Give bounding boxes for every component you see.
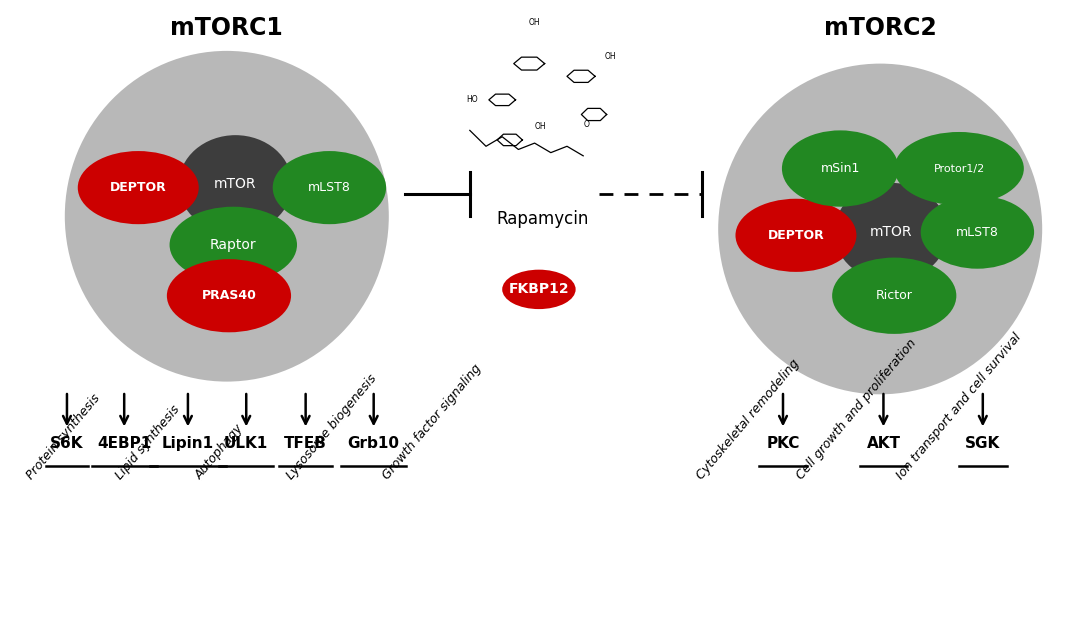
Text: mLST8: mLST8: [308, 181, 351, 194]
Ellipse shape: [78, 151, 199, 224]
Ellipse shape: [502, 270, 576, 309]
Ellipse shape: [920, 196, 1034, 268]
Text: Ion transport and cell survival: Ion transport and cell survival: [894, 331, 1024, 482]
Text: 4EBP1: 4EBP1: [97, 436, 151, 451]
Ellipse shape: [272, 151, 387, 224]
Text: Lysosome biogenesis: Lysosome biogenesis: [284, 372, 379, 482]
Text: Autophagy: Autophagy: [192, 422, 245, 482]
Ellipse shape: [179, 135, 292, 234]
Text: TFEB: TFEB: [284, 436, 327, 451]
Text: OH: OH: [529, 18, 540, 27]
Ellipse shape: [170, 207, 297, 283]
Ellipse shape: [735, 198, 856, 272]
Text: S6K: S6K: [50, 436, 84, 451]
Text: OH: OH: [605, 52, 617, 61]
Ellipse shape: [834, 183, 948, 281]
Text: mSin1: mSin1: [821, 162, 860, 175]
Text: mTOR: mTOR: [214, 177, 257, 191]
Text: AKT: AKT: [866, 436, 901, 451]
Text: DEPTOR: DEPTOR: [768, 229, 824, 242]
Text: Lipin1: Lipin1: [162, 436, 214, 451]
Text: FKBP12: FKBP12: [509, 282, 569, 296]
Text: ULK1: ULK1: [225, 436, 268, 451]
Ellipse shape: [65, 51, 389, 382]
Ellipse shape: [718, 64, 1042, 394]
Text: O: O: [583, 120, 589, 129]
Text: mTORC1: mTORC1: [171, 16, 283, 40]
Ellipse shape: [782, 130, 899, 207]
Text: OH: OH: [535, 122, 546, 131]
Text: PKC: PKC: [767, 436, 799, 451]
Text: Protor1/2: Protor1/2: [933, 163, 985, 174]
Text: mTORC2: mTORC2: [824, 16, 936, 40]
Text: HO: HO: [467, 95, 478, 104]
Text: Growth factor signaling: Growth factor signaling: [380, 362, 484, 482]
Text: Cytoskeletal remodeling: Cytoskeletal remodeling: [694, 357, 802, 482]
Text: mLST8: mLST8: [956, 226, 999, 238]
Ellipse shape: [894, 132, 1024, 205]
Ellipse shape: [832, 258, 957, 334]
Text: Grb10: Grb10: [348, 436, 400, 451]
Ellipse shape: [166, 259, 292, 332]
Text: PRAS40: PRAS40: [202, 289, 256, 302]
Text: Lipid synthesis: Lipid synthesis: [113, 403, 183, 482]
Text: mTOR: mTOR: [869, 225, 913, 239]
Text: DEPTOR: DEPTOR: [110, 181, 166, 194]
Text: Rictor: Rictor: [876, 289, 913, 302]
Text: SGK: SGK: [966, 436, 1000, 451]
Text: Raptor: Raptor: [210, 238, 257, 252]
Text: Protein synthesis: Protein synthesis: [24, 392, 103, 482]
Text: Rapamycin: Rapamycin: [496, 211, 589, 228]
Text: Cell growth and proliferation: Cell growth and proliferation: [794, 337, 919, 482]
